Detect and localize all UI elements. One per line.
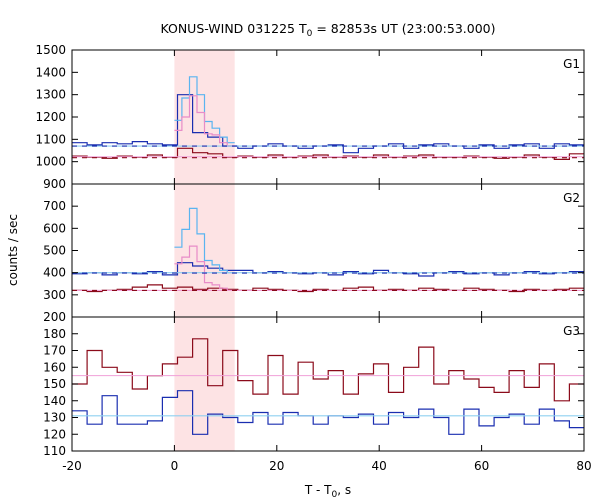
y-tick-label: 1500 [35, 43, 66, 57]
y-tick-label: 700 [43, 199, 66, 213]
y-tick-label: 200 [43, 310, 66, 324]
y-tick-label: 140 [43, 394, 66, 408]
y-tick-label: 600 [43, 221, 66, 235]
series-g1-1-step [72, 147, 584, 160]
series-g2-2-fine-step [174, 207, 235, 274]
y-tick-label: 150 [43, 377, 66, 391]
series-g2-0-step [72, 262, 584, 277]
y-axis-label: counts / sec [6, 214, 20, 286]
y-tick-label: 170 [43, 344, 66, 358]
source-interval-highlight [174, 317, 235, 451]
y-tick-label: 1200 [35, 110, 66, 124]
x-tick-label: 0 [171, 459, 179, 473]
panels-group: 900100011001200130014001500G120030040050… [35, 43, 591, 473]
chart-title: KONUS-WIND 031225 T0 = 82853s UT (23:00:… [160, 21, 495, 39]
panel-frame [71, 316, 585, 452]
series-g3-1-step [72, 338, 584, 402]
panel-frame [71, 49, 585, 185]
series-g1-0-step [72, 94, 584, 154]
y-tick-label: 180 [43, 327, 66, 341]
x-tick-label: 40 [372, 459, 387, 473]
panel-label: G3 [563, 324, 580, 338]
panel-g2: 200 300 400 500 600 700 G2 [43, 183, 585, 324]
y-tick-label: 500 [43, 244, 66, 258]
y-tick-label: 160 [43, 360, 66, 374]
y-tick-label: 110 [43, 444, 66, 458]
y-tick-label: 1400 [35, 65, 66, 79]
series-g1-3-fine-step [174, 95, 235, 147]
y-tick-label: 120 [43, 427, 66, 441]
panel-g3: 110 120 130 140 150 160 170 180 G3 [43, 316, 585, 458]
y-tick-label: 1000 [35, 155, 66, 169]
x-tick-label: 60 [474, 459, 489, 473]
y-tick-label: 300 [43, 288, 66, 302]
series-g3-0-step [72, 390, 584, 435]
y-tick-label: 400 [43, 266, 66, 280]
x-tick-label: 20 [269, 459, 284, 473]
y-tick-label: 130 [43, 411, 66, 425]
y-tick-label: 1300 [35, 88, 66, 102]
y-tick-label: 1100 [35, 132, 66, 146]
y-tick-label: 900 [43, 177, 66, 191]
panel-label: G2 [563, 191, 580, 205]
series-g1-2-fine-step [174, 76, 235, 144]
x-tick-label: -20 [62, 459, 82, 473]
panel-frame [71, 183, 585, 318]
series-g2-3-fine-step [174, 245, 235, 291]
panel-g1: 900 1000 1100 1200 1300 1400 1500 G1 [35, 43, 585, 191]
panel-label: G1 [563, 57, 580, 71]
x-tick-label: 80 [576, 459, 591, 473]
x-axis-label: T - T0, s [304, 483, 351, 500]
